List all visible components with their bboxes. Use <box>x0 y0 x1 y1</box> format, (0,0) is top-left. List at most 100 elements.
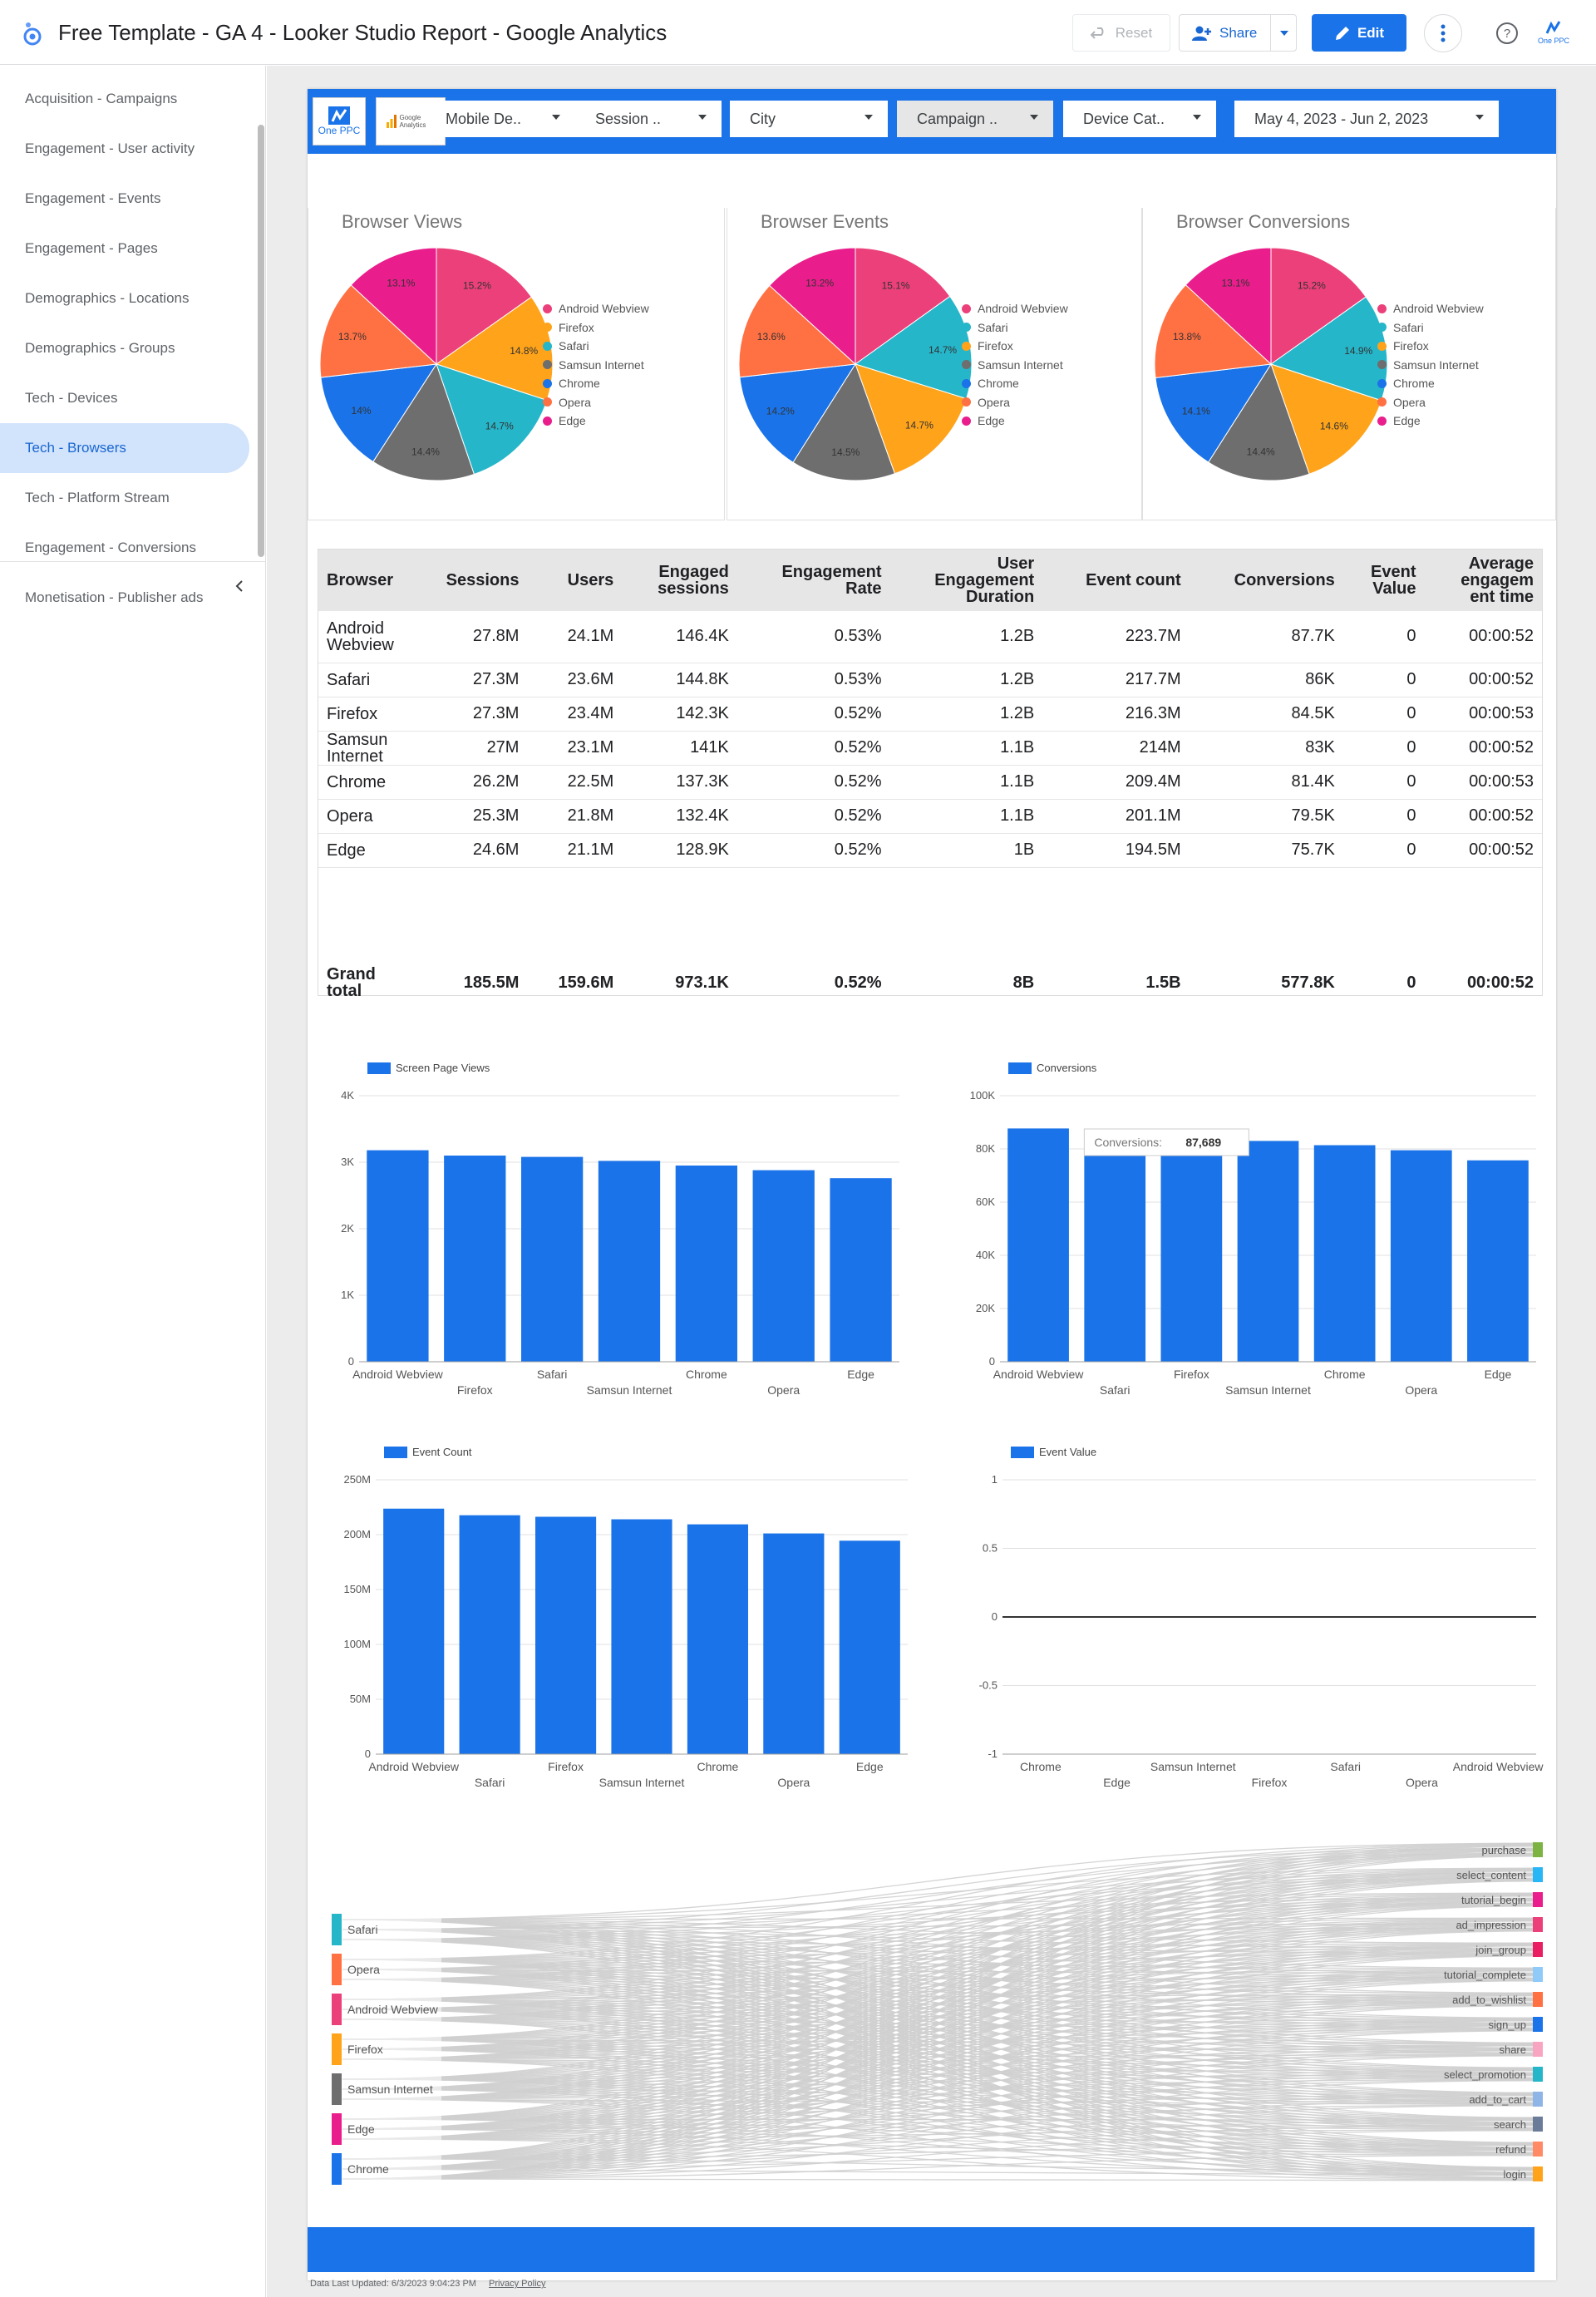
legend-item[interactable]: Chrome <box>543 374 649 393</box>
sankey-link[interactable] <box>342 2118 1534 2171</box>
sankey-link[interactable] <box>342 1945 1534 2120</box>
column-header[interactable]: Engaged sessions <box>622 550 737 611</box>
sankey-link[interactable] <box>342 2020 1534 2160</box>
sankey-link[interactable] <box>342 1959 1534 2094</box>
legend-item[interactable]: Edge <box>1377 412 1484 431</box>
table-row[interactable]: Opera 25.3M 21.8M 132.4K 0.52% 1.1B 201.1M 79.5… <box>318 799 1542 834</box>
sidebar-item[interactable]: Tech - Devices <box>25 390 118 406</box>
bar-chart[interactable]: Event Count 0 50M 100M 150M 200M 250M Android W… <box>326 1438 916 1796</box>
sankey-link[interactable] <box>342 1918 1534 1960</box>
sankey-link[interactable] <box>342 1895 1534 2160</box>
sankey-link[interactable] <box>342 1920 1534 2160</box>
sankey-link[interactable] <box>342 1945 1534 2160</box>
sankey-target-node[interactable] <box>1533 1967 1543 1982</box>
legend-item[interactable]: Firefox <box>962 337 1068 356</box>
sankey-link[interactable] <box>342 1944 1534 2080</box>
legend-item[interactable]: Safari <box>1377 318 1484 338</box>
sankey-link[interactable] <box>342 2178 1534 2181</box>
filter-control[interactable]: Campaign .. <box>897 101 1053 137</box>
sankey-link[interactable] <box>342 2078 1534 2096</box>
sidebar-item[interactable]: Engagement - Conversions <box>25 540 197 555</box>
sankey-link[interactable] <box>342 1919 1534 2118</box>
pie-chart[interactable]: 15.2% 14.8% 14.7% 14.4% 14% 13.7% 13.1% <box>318 246 554 482</box>
legend-item[interactable]: Samsun Internet <box>962 356 1068 375</box>
sankey-link[interactable] <box>342 2055 1534 2180</box>
sankey-link[interactable] <box>342 1999 1534 2020</box>
sankey-link[interactable] <box>342 1892 1534 1920</box>
bar[interactable] <box>687 1524 748 1754</box>
column-header[interactable]: User Engagement Duration <box>889 550 1043 611</box>
column-header[interactable]: Users <box>527 550 623 611</box>
sidebar-item[interactable]: Tech - Platform Stream <box>25 490 170 505</box>
bar[interactable] <box>1084 1132 1146 1362</box>
sankey-target-node[interactable] <box>1533 2017 1543 2032</box>
pie-slice[interactable] <box>1207 362 1310 481</box>
sankey-link[interactable] <box>342 1994 1534 2080</box>
sankey-target-node[interactable] <box>1533 1867 1543 1882</box>
pie-slice[interactable] <box>1185 247 1272 366</box>
sankey-source-node[interactable] <box>332 1954 342 1985</box>
pie-slice[interactable] <box>1155 363 1272 463</box>
sankey-link[interactable] <box>342 1917 1534 1920</box>
sankey-link[interactable] <box>342 1919 1534 2080</box>
sankey-link[interactable] <box>342 1969 1534 2040</box>
legend-item[interactable]: Firefox <box>543 318 649 338</box>
sankey-link[interactable] <box>342 1959 1534 2044</box>
sankey-link[interactable] <box>342 1895 1534 2120</box>
sankey-target-node[interactable] <box>1533 2117 1543 2132</box>
sankey-link[interactable] <box>342 2075 1534 2170</box>
sankey-source-node[interactable] <box>332 2113 342 2145</box>
sankey-link[interactable] <box>342 1869 1534 2040</box>
sankey-target-node[interactable] <box>1533 1917 1543 1932</box>
pie-slice[interactable] <box>1270 247 1367 365</box>
sankey-target-node[interactable] <box>1533 1992 1543 2007</box>
sankey-link[interactable] <box>342 1943 1534 2000</box>
sankey-link[interactable] <box>342 1919 1534 2040</box>
sankey-link[interactable] <box>342 1871 1534 2160</box>
bar[interactable] <box>367 1150 429 1362</box>
legend-item[interactable]: Samsun Internet <box>1377 356 1484 375</box>
sankey-link[interactable] <box>342 2068 1534 2080</box>
sankey-link[interactable] <box>342 1848 1534 2010</box>
sankey-source-node[interactable] <box>332 1994 342 2025</box>
sidebar-item[interactable]: Engagement - Events <box>25 190 161 206</box>
sankey-link[interactable] <box>342 1959 1534 2169</box>
privacy-policy-link[interactable]: Privacy Policy <box>489 2279 546 2289</box>
reset-button[interactable]: Reset <box>1072 14 1170 52</box>
column-header[interactable]: Sessions <box>410 550 528 611</box>
sankey-link[interactable] <box>342 2078 1534 2146</box>
pie-chart[interactable]: 15.2% 14.9% 14.6% 14.4% 14.1% 13.8% 13.1% <box>1153 246 1389 482</box>
legend-item[interactable]: Opera <box>1377 393 1484 412</box>
bar-chart[interactable]: Conversions 0 20K 40K 60K 80K 100K Android Webv… <box>954 1054 1544 1403</box>
bar[interactable] <box>830 1178 892 1362</box>
sankey-link[interactable] <box>342 1894 1534 2040</box>
share-button[interactable]: Share <box>1179 14 1297 52</box>
sankey-link[interactable] <box>342 1969 1534 2120</box>
sankey-link[interactable] <box>342 1869 1534 2080</box>
sankey-link[interactable] <box>342 2038 1534 2120</box>
bar[interactable] <box>521 1156 584 1362</box>
sankey-link[interactable] <box>342 1959 1534 2019</box>
sankey-link[interactable] <box>342 2038 1534 2095</box>
sankey-link[interactable] <box>342 1842 1534 1920</box>
pie-slice[interactable] <box>738 284 857 378</box>
sankey-link[interactable] <box>342 2038 1534 2170</box>
sidebar-scrollbar[interactable] <box>258 125 264 557</box>
sankey-target-node[interactable] <box>1533 1842 1543 1857</box>
sankey-target-node[interactable] <box>1533 2067 1543 2082</box>
sankey-link[interactable] <box>342 1893 1534 1960</box>
filter-control[interactable]: Session .. <box>575 101 722 137</box>
sankey-link[interactable] <box>342 2118 1534 2146</box>
pie-slice[interactable] <box>350 247 437 366</box>
sankey-link[interactable] <box>342 2044 1534 2120</box>
sankey-source-node[interactable] <box>332 2073 342 2105</box>
sankey-link[interactable] <box>342 1844 1534 2080</box>
sankey-link[interactable] <box>342 1867 1534 1920</box>
pie-slice[interactable] <box>436 363 548 476</box>
bar[interactable] <box>1160 1136 1223 1362</box>
sankey-link[interactable] <box>342 1959 1534 2119</box>
sidebar-item[interactable]: Demographics - Locations <box>25 290 190 306</box>
sankey-link[interactable] <box>342 2125 1534 2170</box>
sidebar-item[interactable]: Engagement - User activity <box>25 140 195 156</box>
filter-control[interactable]: May 4, 2023 - Jun 2, 2023 <box>1234 101 1499 137</box>
